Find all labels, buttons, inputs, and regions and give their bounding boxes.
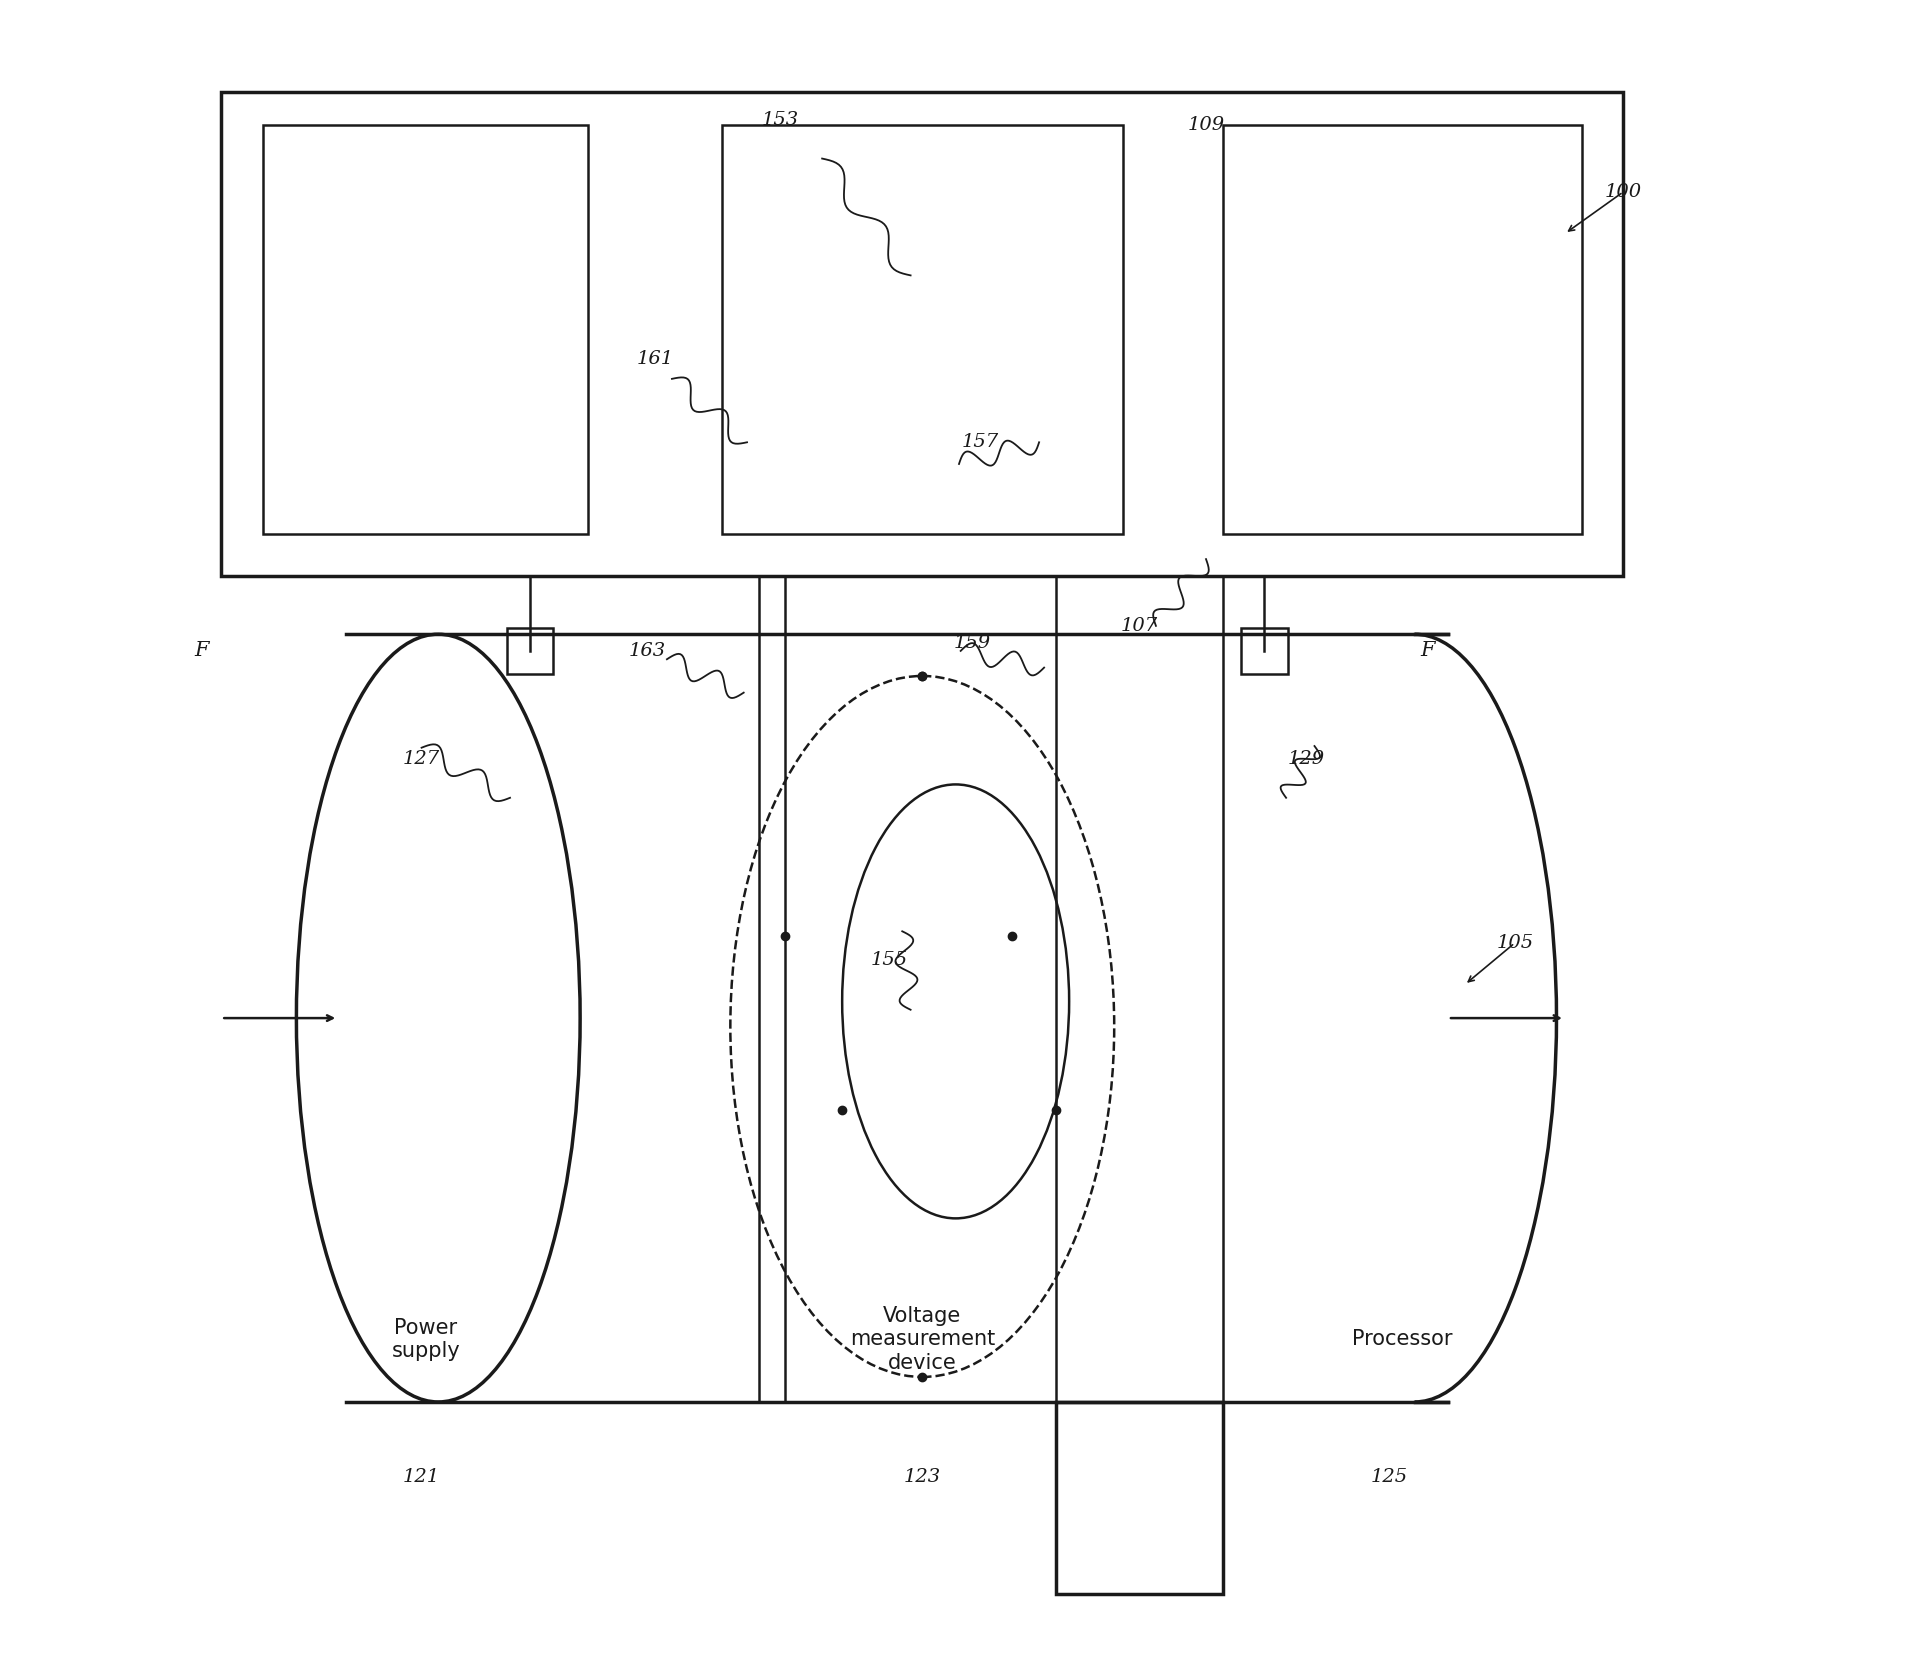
Text: Voltage
measurement
device: Voltage measurement device: [850, 1307, 995, 1372]
Text: 109: 109: [1188, 117, 1224, 134]
Text: 129: 129: [1288, 751, 1325, 768]
Text: F: F: [1421, 641, 1434, 661]
Text: 123: 123: [904, 1469, 941, 1485]
Text: 157: 157: [962, 434, 999, 451]
Text: 153: 153: [762, 112, 798, 129]
Text: 155: 155: [870, 951, 908, 968]
Bar: [507, 628, 553, 674]
Text: Power
supply: Power supply: [391, 1319, 461, 1360]
Text: 163: 163: [629, 643, 665, 659]
Bar: [222, 92, 1623, 576]
Text: Processor: Processor: [1352, 1330, 1452, 1349]
Text: 105: 105: [1496, 935, 1533, 951]
Bar: [721, 125, 1122, 534]
Text: 127: 127: [403, 751, 440, 768]
Text: 107: 107: [1120, 618, 1159, 634]
Text: 100: 100: [1604, 184, 1643, 200]
Bar: [1242, 628, 1288, 674]
Text: 121: 121: [403, 1469, 440, 1485]
Bar: [1222, 125, 1581, 534]
Bar: [262, 125, 588, 534]
Text: F: F: [195, 641, 208, 661]
Text: 161: 161: [636, 350, 673, 367]
Text: 159: 159: [954, 634, 991, 651]
Text: 125: 125: [1371, 1469, 1407, 1485]
Bar: [1057, 1402, 1222, 1594]
